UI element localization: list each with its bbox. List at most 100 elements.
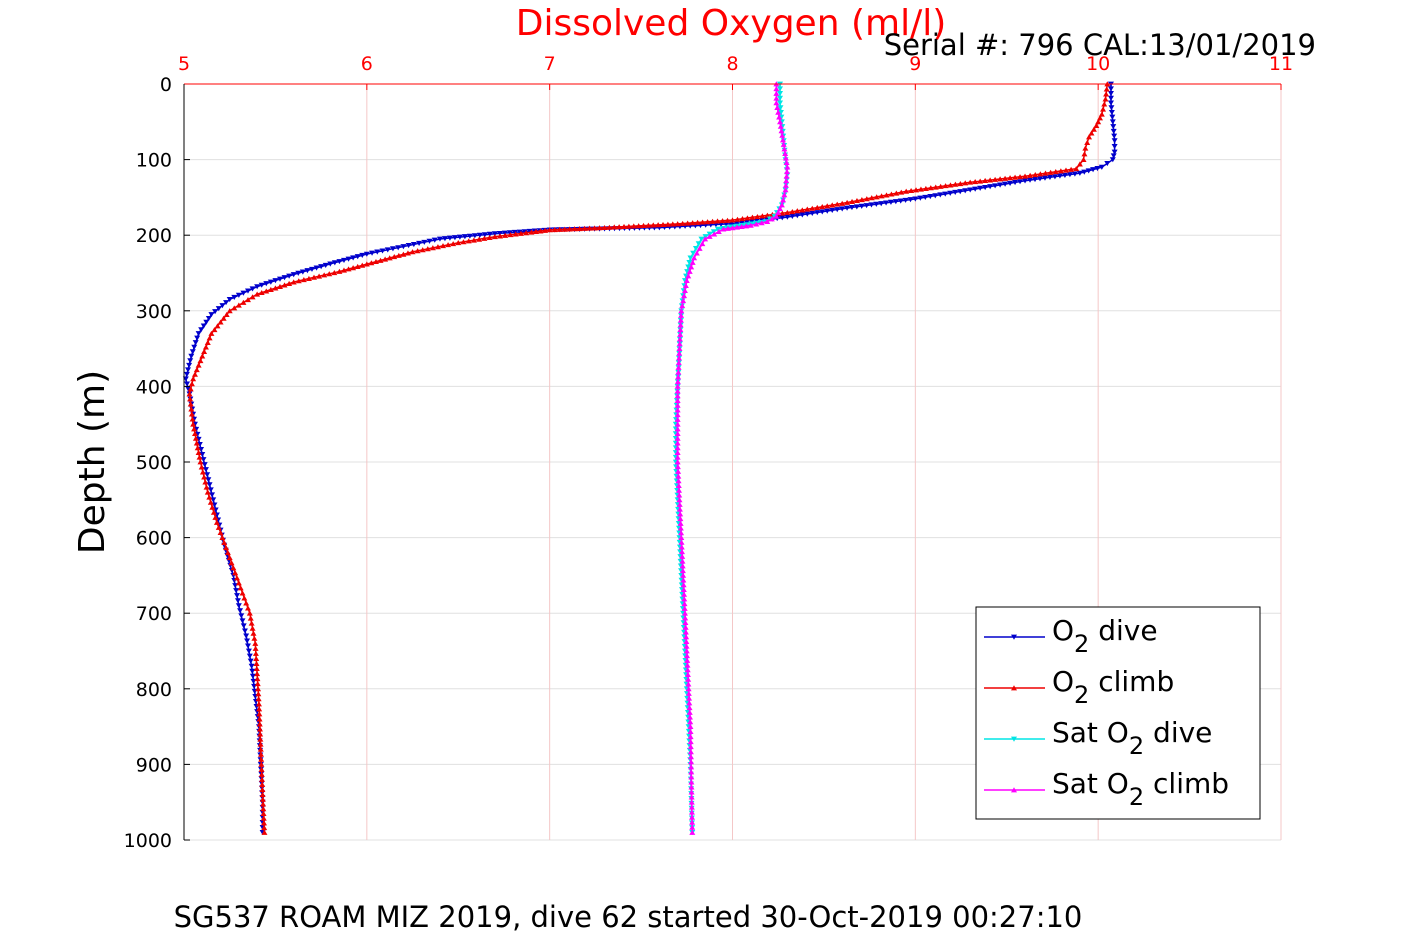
marker-o2_climb <box>261 829 268 835</box>
marker-o2_climb <box>213 519 220 525</box>
marker-sat_climb <box>693 250 700 256</box>
marker-o2_climb <box>1100 106 1107 112</box>
marker-sat_climb <box>681 601 688 607</box>
marker-o2_dive <box>400 244 407 250</box>
marker-sat_climb <box>689 259 696 265</box>
marker-sat_climb <box>675 364 682 370</box>
marker-sat_climb <box>686 714 693 720</box>
marker-o2_dive <box>245 648 252 654</box>
marker-sat_climb <box>779 137 786 143</box>
y-tick-label: 900 <box>136 754 172 776</box>
marker-sat_climb <box>691 255 698 261</box>
marker-o2_climb <box>395 252 402 258</box>
marker-o2_climb <box>259 786 266 792</box>
marker-sat_climb <box>720 226 727 232</box>
marker-o2_climb <box>429 245 436 251</box>
marker-o2_climb <box>789 208 796 215</box>
marker-o2_climb <box>434 244 441 250</box>
marker-sat_climb <box>674 383 681 389</box>
marker-sat_climb <box>780 197 787 203</box>
marker-o2_climb <box>207 499 214 505</box>
marker-o2_climb <box>246 610 253 616</box>
marker-o2_climb <box>611 224 618 230</box>
marker-o2_climb <box>210 509 217 515</box>
marker-o2_climb <box>220 315 227 321</box>
marker-sat_climb <box>685 690 692 696</box>
legend-marker-sat_dive <box>1011 736 1017 742</box>
marker-sat_climb <box>676 492 683 498</box>
marker-o2_climb <box>223 311 230 317</box>
marker-o2_climb <box>197 357 204 364</box>
marker-o2_dive <box>1107 86 1114 92</box>
marker-sat_climb <box>674 440 681 446</box>
marker-o2_climb <box>913 187 920 193</box>
chart-title: Dissolved Oxygen (ml/l) <box>516 3 947 44</box>
marker-sat_climb <box>674 412 681 418</box>
marker-o2_climb <box>235 580 242 586</box>
marker-o2_dive <box>1107 100 1114 106</box>
marker-o2_climb <box>546 227 553 233</box>
legend-marker-o2_climb <box>1011 685 1017 691</box>
marker-o2_dive <box>233 588 240 594</box>
marker-o2_climb <box>1093 122 1100 128</box>
marker-o2_dive <box>784 214 791 220</box>
marker-o2_climb <box>255 686 262 692</box>
marker-o2_climb <box>829 202 836 208</box>
marker-o2_dive <box>922 194 929 200</box>
marker-sat_climb <box>688 779 695 785</box>
marker-o2_climb <box>883 192 890 198</box>
marker-o2_dive <box>327 261 334 267</box>
marker-o2_climb <box>1084 139 1091 145</box>
marker-o2_dive <box>1041 175 1048 181</box>
marker-o2_climb <box>819 204 826 210</box>
marker-sat_dive <box>777 109 784 116</box>
marker-o2_climb <box>259 781 266 787</box>
marker-o2_climb <box>952 181 959 187</box>
data-series <box>182 81 1118 836</box>
marker-o2_climb <box>363 261 370 267</box>
marker-o2_climb <box>232 570 239 576</box>
marker-o2_climb <box>259 796 266 802</box>
marker-sat_climb <box>674 430 681 437</box>
marker-sat_climb <box>685 273 692 279</box>
marker-o2_climb <box>1052 168 1059 175</box>
marker-o2_dive <box>506 230 513 236</box>
marker-o2_climb <box>596 225 603 231</box>
marker-o2_climb <box>664 221 671 227</box>
marker-o2_dive <box>241 628 248 634</box>
marker-o2_climb <box>257 746 264 752</box>
marker-o2_dive <box>290 272 297 278</box>
marker-o2_climb <box>591 225 598 231</box>
marker-o2_dive <box>258 282 265 288</box>
marker-sat_climb <box>688 809 695 815</box>
marker-sat_climb <box>688 784 695 790</box>
marker-o2_dive <box>1036 176 1043 182</box>
marker-o2_climb <box>257 736 264 742</box>
marker-sat_climb <box>675 374 682 380</box>
marker-o2_climb <box>630 223 637 229</box>
marker-sat_climb <box>686 268 693 274</box>
marker-o2_dive <box>188 353 195 359</box>
marker-sat_climb <box>688 769 695 775</box>
marker-sat_climb <box>743 223 750 229</box>
marker-o2_dive <box>374 249 381 255</box>
marker-o2_climb <box>992 176 999 182</box>
marker-o2_dive <box>281 275 288 281</box>
marker-o2_dive <box>992 183 999 189</box>
legend-marker-sat_climb <box>1011 787 1017 793</box>
marker-sat_climb <box>783 173 790 179</box>
marker-o2_climb <box>391 254 398 260</box>
marker-sat_climb <box>747 222 754 228</box>
marker-o2_climb <box>193 367 200 373</box>
marker-o2_climb <box>359 262 366 268</box>
marker-sat_dive <box>777 100 784 106</box>
marker-o2_dive <box>476 232 483 238</box>
marker-o2_dive <box>421 239 428 245</box>
marker-o2_dive <box>345 256 352 262</box>
marker-o2_climb <box>1032 172 1039 178</box>
marker-o2_dive <box>249 668 256 674</box>
marker-o2_dive <box>340 257 347 263</box>
marker-o2_dive <box>1012 180 1019 186</box>
marker-o2_climb <box>196 454 203 460</box>
marker-o2_climb <box>400 251 407 257</box>
